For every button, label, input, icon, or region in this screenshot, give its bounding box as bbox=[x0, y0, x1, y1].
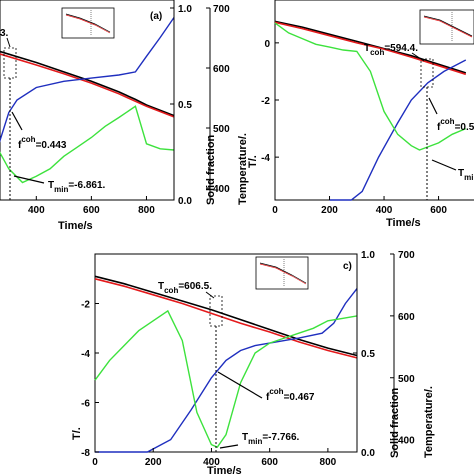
panel-a-temp-tick-label: 500 bbox=[213, 124, 230, 135]
panel-a-solid-tick-label: 0.0 bbox=[178, 196, 192, 207]
panel-c: c) Tcoh=606.5. fcoh=0.467 Tmin=-7.766. 0… bbox=[71, 250, 435, 474]
panel-b-x-tick-label: 400 bbox=[376, 205, 393, 216]
panel-a-fs-arrow bbox=[11, 111, 23, 131]
panel-a-temp-label: Temperature/. bbox=[237, 133, 249, 205]
panel-a-x-tick-label: 400 bbox=[28, 205, 45, 216]
panel-b-upper-temp-line bbox=[274, 20, 467, 74]
panel-c-x-tick-label: 200 bbox=[145, 457, 162, 468]
panel-c-x-tick-label: 400 bbox=[203, 457, 220, 468]
panel-a-solid-tick-label: 0.5 bbox=[178, 100, 192, 111]
panel-b-solid-fraction-line bbox=[329, 59, 467, 201]
panel-b-fs-label: fcoh=0.5 bbox=[437, 117, 474, 133]
panel-b-tmin-label: Tmin bbox=[458, 168, 474, 182]
panel-c-x-tick-label: 0 bbox=[92, 457, 98, 468]
panel-c-solid-tick-label: 1.0 bbox=[361, 250, 375, 261]
panel-c-y-ticks: -8 -6 -4 -2 bbox=[81, 300, 99, 459]
panel-a-label: (a) bbox=[150, 11, 162, 22]
panel-c-temp-tick-label: 700 bbox=[398, 250, 415, 261]
panel-c-cooling-rate-line bbox=[94, 309, 358, 448]
panel-a-upper-temp-line bbox=[0, 50, 175, 117]
panel-a-solid-label: Solid fraction bbox=[205, 134, 217, 205]
panel-c-y-tick-label: -2 bbox=[81, 300, 90, 311]
panel-c-y-tick-label: -4 bbox=[81, 349, 90, 360]
panel-c-series bbox=[94, 275, 358, 453]
panel-c-inset bbox=[255, 256, 309, 290]
panel-a-temp-tick-label: 700 bbox=[213, 4, 230, 15]
panel-a-cooling-rate-line bbox=[0, 105, 175, 184]
panel-a-x-ticks: 400 600 800 bbox=[28, 196, 155, 216]
panel-c-solid-axis: 0.0 0.5 1.0 bbox=[353, 250, 375, 459]
panel-a-tcoh-value: 3. bbox=[0, 28, 9, 39]
panel-c-tcoh-arrow bbox=[205, 291, 215, 299]
panel-a-fs-label: fcoh=0.443 bbox=[18, 135, 67, 151]
panel-c-lower-temp-line bbox=[94, 278, 358, 359]
panel-b-x-tick-label: 600 bbox=[430, 205, 447, 216]
panel-a: (a) 3. fcoh=0.443 Tmin=-6.861. 400 600 800… bbox=[0, 0, 249, 232]
panel-c-x-ticks: 0 200 400 600 800 bbox=[92, 448, 337, 468]
panel-c-solid-fraction-line bbox=[95, 288, 358, 453]
panel-c-x-tick-label: 800 bbox=[320, 457, 337, 468]
panel-a-series bbox=[0, 17, 175, 184]
panel-a-tmin-arrow bbox=[13, 175, 45, 184]
panel-b-inset bbox=[419, 9, 474, 45]
panel-c-temp-tick-label: 500 bbox=[398, 374, 415, 385]
panel-b-y-tick-label: -4 bbox=[261, 153, 270, 164]
panel-c-x-tick-label: 600 bbox=[261, 457, 278, 468]
panel-c-label: c) bbox=[343, 261, 352, 272]
panel-a-temp-tick-label: 400 bbox=[213, 184, 230, 195]
panel-a-solid-tick-label: 1.0 bbox=[178, 4, 192, 15]
panel-b-x-ticks: 0 200 400 600 bbox=[272, 196, 447, 216]
panel-b-y-label: T/. bbox=[247, 155, 259, 168]
panel-c-fs-arrow bbox=[217, 371, 263, 399]
panel-a-inset bbox=[61, 7, 115, 39]
panel-b-x-tick-label: 200 bbox=[321, 205, 338, 216]
panel-b-lower-temp-line bbox=[274, 21, 467, 76]
panel-c-tmin-label: Tmin=-7.766. bbox=[242, 432, 300, 446]
panel-a-tcoh-arrow bbox=[6, 37, 11, 48]
panel-a-tmin-label: Tmin=-6.861. bbox=[48, 180, 106, 194]
panel-c-solid-tick-label: 0.5 bbox=[361, 349, 375, 360]
panel-c-temp-label: Temperature/. bbox=[423, 386, 435, 458]
panel-c-x-label: Time/s bbox=[207, 465, 242, 474]
panel-a-solid-axis: 0.0 0.5 1.0 bbox=[170, 4, 192, 207]
panel-c-y-tick-label: -8 bbox=[81, 448, 90, 459]
panel-c-upper-temp-line bbox=[94, 275, 358, 357]
panel-a-solid-fraction-line bbox=[0, 17, 175, 143]
panel-c-solid-tick-label: 0.0 bbox=[361, 448, 375, 459]
panel-b-x-tick-label: 0 bbox=[272, 205, 278, 216]
panel-a-temp-tick-label: 600 bbox=[213, 64, 230, 75]
panel-b-tcoh-label: Tcoh=594.4. bbox=[364, 43, 418, 57]
panel-b-fs-arrow bbox=[428, 97, 438, 115]
panel-c-y-label: T/. bbox=[71, 427, 83, 440]
panel-a-x-tick-label: 600 bbox=[83, 205, 100, 216]
panel-a-lower-temp-line bbox=[0, 53, 175, 118]
panel-c-temp-tick-label: 600 bbox=[398, 312, 415, 323]
panel-c-temp-tick-label: 400 bbox=[398, 436, 415, 447]
panel-c-tmin-arrow bbox=[219, 444, 239, 449]
panel-b-x-label: Time/s bbox=[386, 217, 421, 229]
panel-b-y-ticks: -4 -2 0 bbox=[261, 39, 279, 164]
panel-b-cooling-rate-line bbox=[274, 22, 467, 151]
panel-c-frame bbox=[94, 253, 358, 453]
panel-c-y-tick-label: -6 bbox=[81, 399, 90, 410]
panel-b-y-tick-label: -2 bbox=[261, 96, 270, 107]
panel-b-tcoh-arrow bbox=[411, 52, 425, 62]
panel-b-series bbox=[274, 20, 467, 201]
panel-c-solid-label: Solid fraction bbox=[389, 387, 401, 458]
panel-b-y-tick-label: 0 bbox=[264, 39, 270, 50]
panel-c-fs-label: fcoh=0.467 bbox=[266, 387, 315, 403]
panel-c-temp-axis: 400 500 600 700 bbox=[390, 250, 415, 452]
panel-a-temp-axis: 400 500 600 700 bbox=[206, 4, 230, 200]
panel-b-tmin-arrow bbox=[431, 159, 457, 171]
panel-a-x-label: Time/s bbox=[58, 220, 93, 232]
panel-c-tcoh-label: Tcoh=606.5. bbox=[158, 281, 212, 295]
panel-a-x-tick-label: 800 bbox=[138, 205, 155, 216]
